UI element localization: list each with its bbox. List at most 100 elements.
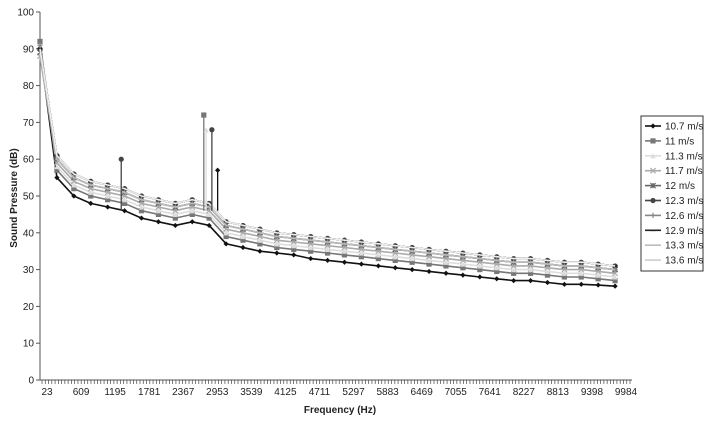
- legend-item: 12.9 m/s: [645, 226, 703, 237]
- legend-label: 12.3 m/s: [665, 196, 703, 207]
- data-point: [409, 267, 415, 273]
- data-point: [105, 193, 111, 199]
- data-point: [172, 211, 178, 217]
- data-point: [561, 281, 567, 287]
- data-point: [409, 255, 415, 262]
- data-point: [375, 252, 381, 258]
- data-point: [274, 244, 280, 251]
- y-tick-label: 0: [28, 376, 34, 387]
- data-point: [544, 272, 551, 278]
- y-tick-label: 60: [23, 155, 35, 166]
- series-11-m-s: [37, 38, 618, 284]
- y-tick-label: 80: [23, 81, 35, 92]
- y-tick-label: 50: [23, 192, 35, 203]
- data-point: [443, 259, 449, 265]
- y-tick-label: 100: [17, 8, 34, 19]
- data-point: [527, 267, 534, 273]
- legend-item: 11.7 m/s: [645, 166, 703, 177]
- legend: 10.7 m/s 11 m/s 11.3 m/s 11.7 m/s 12 m/s 12.3…: [640, 115, 704, 272]
- data-point: [612, 283, 618, 289]
- data-point: [544, 279, 551, 286]
- y-tick-label: 90: [23, 44, 35, 55]
- data-point: [650, 138, 656, 144]
- data-point: [561, 274, 567, 280]
- x-tick-label: 1781: [138, 387, 161, 398]
- data-point: [409, 259, 415, 265]
- data-point: [494, 276, 500, 282]
- data-point: [426, 257, 432, 263]
- x-tick-label: 9398: [581, 387, 604, 398]
- data-point: [274, 250, 280, 256]
- data-point: [189, 208, 195, 214]
- data-point: [155, 208, 162, 214]
- data-point: [257, 248, 263, 254]
- data-point: [206, 211, 212, 217]
- x-tick-label: 7641: [479, 387, 502, 398]
- data-point: [341, 252, 348, 258]
- data-point: [88, 189, 94, 195]
- data-point: [291, 246, 297, 252]
- legend-label: 11.3 m/s: [665, 151, 703, 162]
- data-point: [595, 272, 601, 278]
- x-tick-label: 5297: [342, 387, 365, 398]
- x-tick-label: 5883: [376, 387, 399, 398]
- data-point: [172, 222, 178, 229]
- data-point: [650, 123, 656, 129]
- x-tick-label: 2367: [172, 387, 195, 398]
- data-point: [443, 263, 449, 269]
- legend-item: 13.3 m/s: [645, 241, 703, 252]
- x-tick-label: 8227: [513, 387, 536, 398]
- data-point: [358, 261, 365, 267]
- data-point: [105, 204, 111, 210]
- series-11-7-m-s: [36, 53, 619, 277]
- data-point: [494, 265, 500, 271]
- data-point: [138, 208, 145, 214]
- data-point: [240, 233, 246, 240]
- data-point: [54, 163, 60, 170]
- legend-label: 13.3 m/s: [665, 241, 703, 252]
- data-point: [291, 252, 297, 258]
- data-point: [595, 276, 601, 282]
- data-point: [511, 270, 517, 276]
- series-line: [39, 48, 616, 267]
- x-tick-label: 4125: [274, 387, 297, 398]
- data-point: [494, 268, 500, 275]
- legend-label: 11.7 m/s: [665, 166, 703, 177]
- data-point: [358, 250, 365, 256]
- data-point: [203, 127, 209, 133]
- data-point: [121, 208, 128, 214]
- series-layer: [36, 38, 619, 289]
- legend-label: 12 m/s: [665, 181, 695, 192]
- data-point: [375, 255, 381, 262]
- series-line: [39, 48, 616, 267]
- data-point: [155, 219, 162, 225]
- data-point: [511, 267, 517, 273]
- data-point: [460, 261, 466, 267]
- data-point: [392, 257, 398, 263]
- legend-item: 11 m/s: [645, 136, 694, 147]
- legend-item: 11.3 m/s: [645, 151, 703, 162]
- x-tick-label: 4711: [309, 387, 331, 398]
- data-point: [460, 272, 466, 278]
- data-point: [88, 193, 94, 199]
- data-point: [443, 270, 449, 276]
- y-tick-label: 40: [23, 228, 35, 239]
- x-tick-label: 609: [73, 387, 90, 398]
- data-point: [426, 261, 432, 267]
- legend-label: 10.7 m/s: [665, 122, 703, 133]
- data-point: [477, 263, 483, 269]
- data-point: [477, 267, 483, 273]
- data-point: [308, 248, 314, 254]
- data-point: [121, 197, 128, 203]
- data-point: [257, 241, 263, 247]
- data-point: [291, 243, 297, 249]
- data-point: [578, 281, 584, 287]
- data-point: [54, 175, 60, 181]
- data-point: [240, 237, 246, 243]
- x-tick-label: 3539: [240, 387, 263, 398]
- legend-item: 12.6 m/s: [645, 211, 703, 222]
- y-tick-label: 10: [23, 339, 35, 350]
- data-point: [375, 263, 381, 269]
